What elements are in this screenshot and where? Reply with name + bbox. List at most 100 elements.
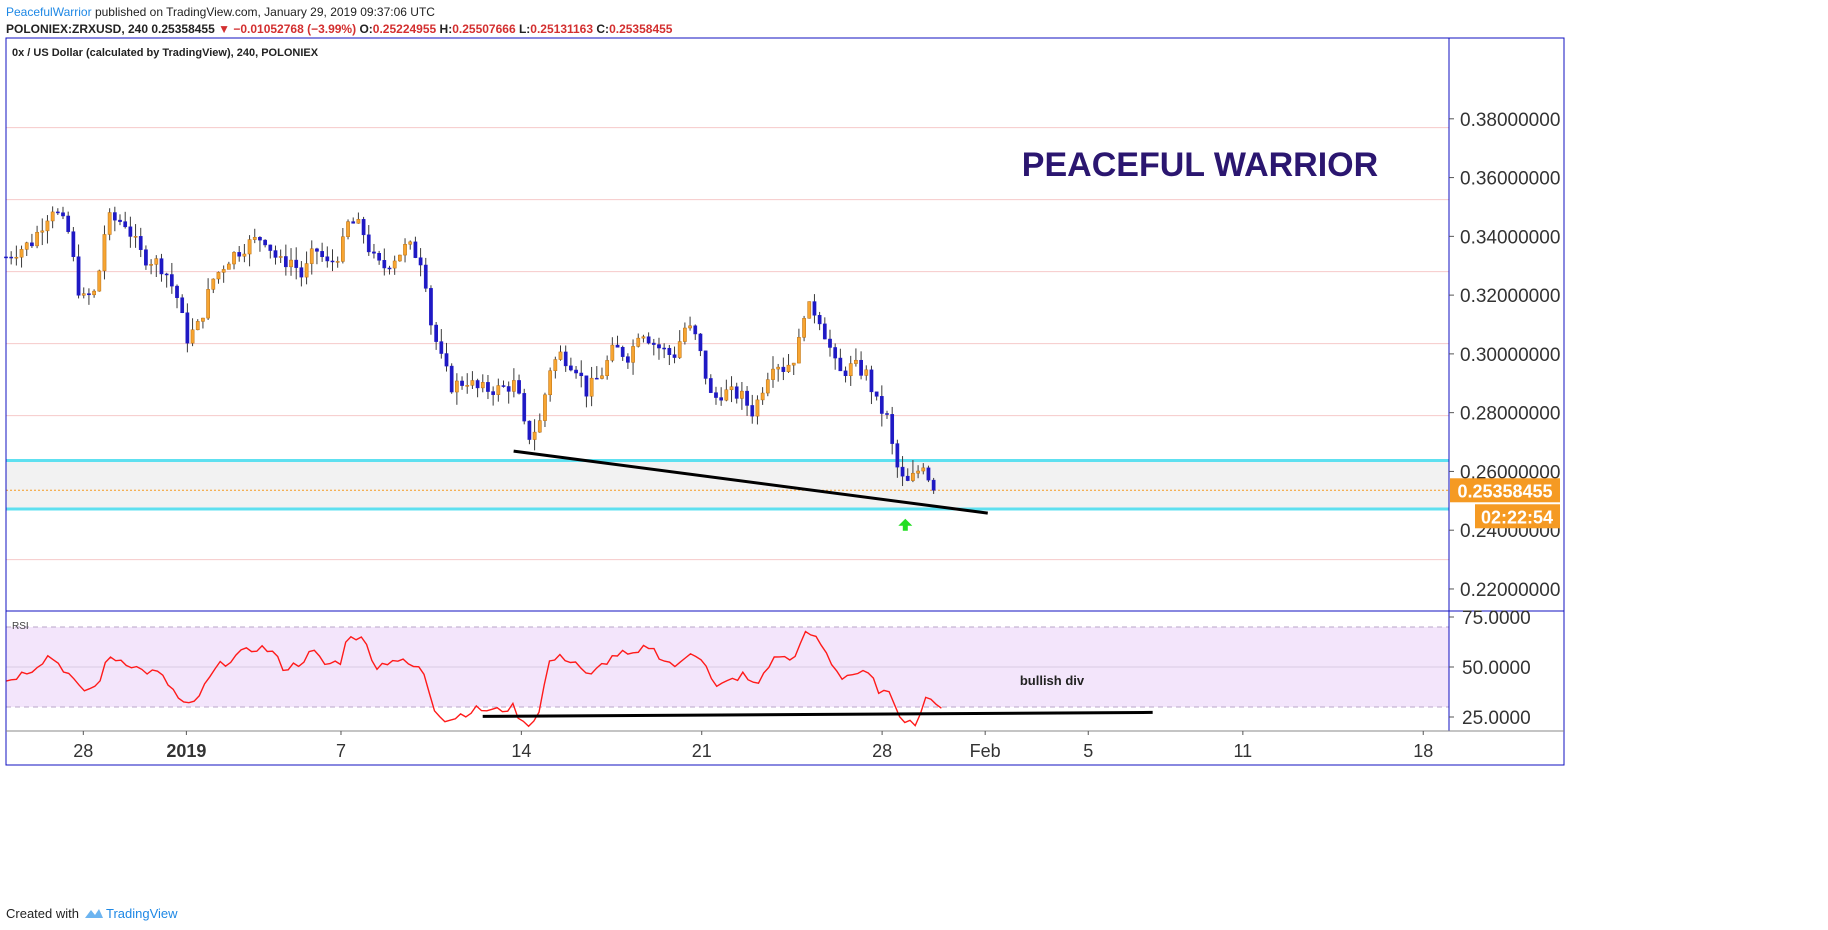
candle-body (221, 269, 226, 273)
support-zone (6, 460, 1449, 510)
candle-body (631, 346, 635, 363)
time-tick-label: Feb (970, 741, 1001, 761)
candle-body (299, 267, 304, 278)
up-arrow-signal-icon[interactable] (898, 518, 913, 531)
author-link[interactable]: PeacefulWarrior (6, 5, 92, 19)
rsi-trendline[interactable] (482, 710, 1153, 718)
candle-body (615, 344, 620, 348)
candle-body (429, 288, 433, 326)
tradingview-link[interactable]: TradingView (106, 906, 178, 921)
candle-body (61, 212, 65, 217)
candle-body (745, 390, 749, 406)
candle-body (398, 254, 402, 262)
rsi-pane-title: RSI (12, 621, 29, 632)
candle-body (315, 248, 319, 252)
candle-body (714, 392, 718, 398)
candle-body (662, 347, 667, 350)
candle-body (905, 475, 910, 481)
candle-body (864, 369, 869, 376)
candle-body (372, 251, 376, 254)
candle-body (480, 382, 485, 389)
candle-body (874, 391, 879, 397)
candle-body (71, 231, 76, 257)
candle-body (512, 380, 516, 392)
candle-body (423, 264, 428, 289)
pane-borders (5, 37, 1565, 766)
candle-body (216, 272, 221, 280)
candle-body (558, 351, 563, 360)
candle-body (87, 293, 91, 296)
candle-body (859, 359, 863, 376)
candle-body (802, 318, 806, 338)
candle-body (263, 239, 267, 246)
candle-body (885, 413, 889, 415)
candle-body (786, 364, 791, 372)
price-change: ▼ −0.01052768 (−3.99%) (218, 22, 357, 36)
candle-body (594, 377, 599, 380)
low-label: L: (518, 22, 531, 36)
candle-body (926, 467, 931, 481)
rsi-axis[interactable]: 75.0000 50.0000 25.0000 (1449, 608, 1531, 729)
candle-body (304, 263, 309, 278)
price-trendline[interactable] (513, 449, 988, 515)
price-tick-label: 0.36000000 (1460, 169, 1560, 190)
candle-body (869, 369, 874, 393)
candle-body (118, 219, 122, 222)
candle-body (931, 479, 936, 491)
candle-body (76, 256, 81, 296)
high-value: 0.25507666 (452, 22, 516, 36)
annotation-title[interactable]: PEACEFUL WARRIOR (1022, 146, 1378, 184)
rsi-tick-label: 50.0000 (1462, 658, 1531, 679)
candle-body (703, 350, 708, 379)
candle-body (211, 278, 216, 290)
price-tick-label: 0.38000000 (1460, 110, 1560, 131)
candle-body (144, 249, 148, 266)
candle-body (206, 289, 210, 319)
countdown-label: 02:22:54 (1475, 504, 1560, 529)
candle-body (55, 211, 60, 214)
created-with-label: Created with (6, 906, 79, 921)
low-value: 0.25131163 (530, 22, 594, 36)
candle-body (45, 220, 50, 232)
candle-body (294, 259, 299, 268)
candle-body (569, 365, 573, 371)
candle-body (102, 234, 107, 272)
candle-body (574, 369, 578, 374)
candle-body (35, 231, 39, 247)
candle-body (626, 356, 630, 363)
price-tick-label: 0.34000000 (1460, 227, 1560, 248)
candle-body (641, 336, 646, 339)
rsi-annotation[interactable]: bullish div (1020, 673, 1085, 688)
candle-body (828, 338, 832, 348)
candle-body (651, 342, 656, 345)
candle-body (781, 366, 786, 372)
candle-body (491, 391, 495, 395)
candle-body (444, 353, 449, 367)
candle-body (708, 378, 713, 393)
candle-body (19, 249, 24, 258)
candle-body (382, 260, 387, 269)
time-axis[interactable]: 28 2019 7 14 21 28 Feb 5 11 18 (73, 731, 1433, 761)
countdown-label-text: 02:22:54 (1481, 507, 1553, 527)
candle-body (589, 377, 594, 397)
candle-body (579, 372, 584, 377)
candle-body (496, 385, 501, 395)
candle-body (563, 351, 568, 367)
candle-body (895, 443, 900, 468)
candle-body (439, 341, 444, 354)
close-value: 0.25358455 (609, 22, 673, 36)
publish-line: PeacefulWarrior published on TradingView… (6, 4, 672, 21)
open-value: 0.25224955 (372, 22, 437, 36)
candle-body (605, 360, 610, 376)
candle-body (501, 385, 506, 387)
candle-body (916, 470, 920, 474)
candle-body (408, 241, 413, 245)
candle-body (553, 359, 558, 371)
candle-body (149, 264, 153, 266)
candle-body (403, 244, 407, 256)
candle-body (797, 337, 801, 364)
chart-header: PeacefulWarrior published on TradingView… (6, 4, 672, 38)
time-tick-label: 28 (73, 741, 93, 761)
candle-body (247, 239, 252, 255)
